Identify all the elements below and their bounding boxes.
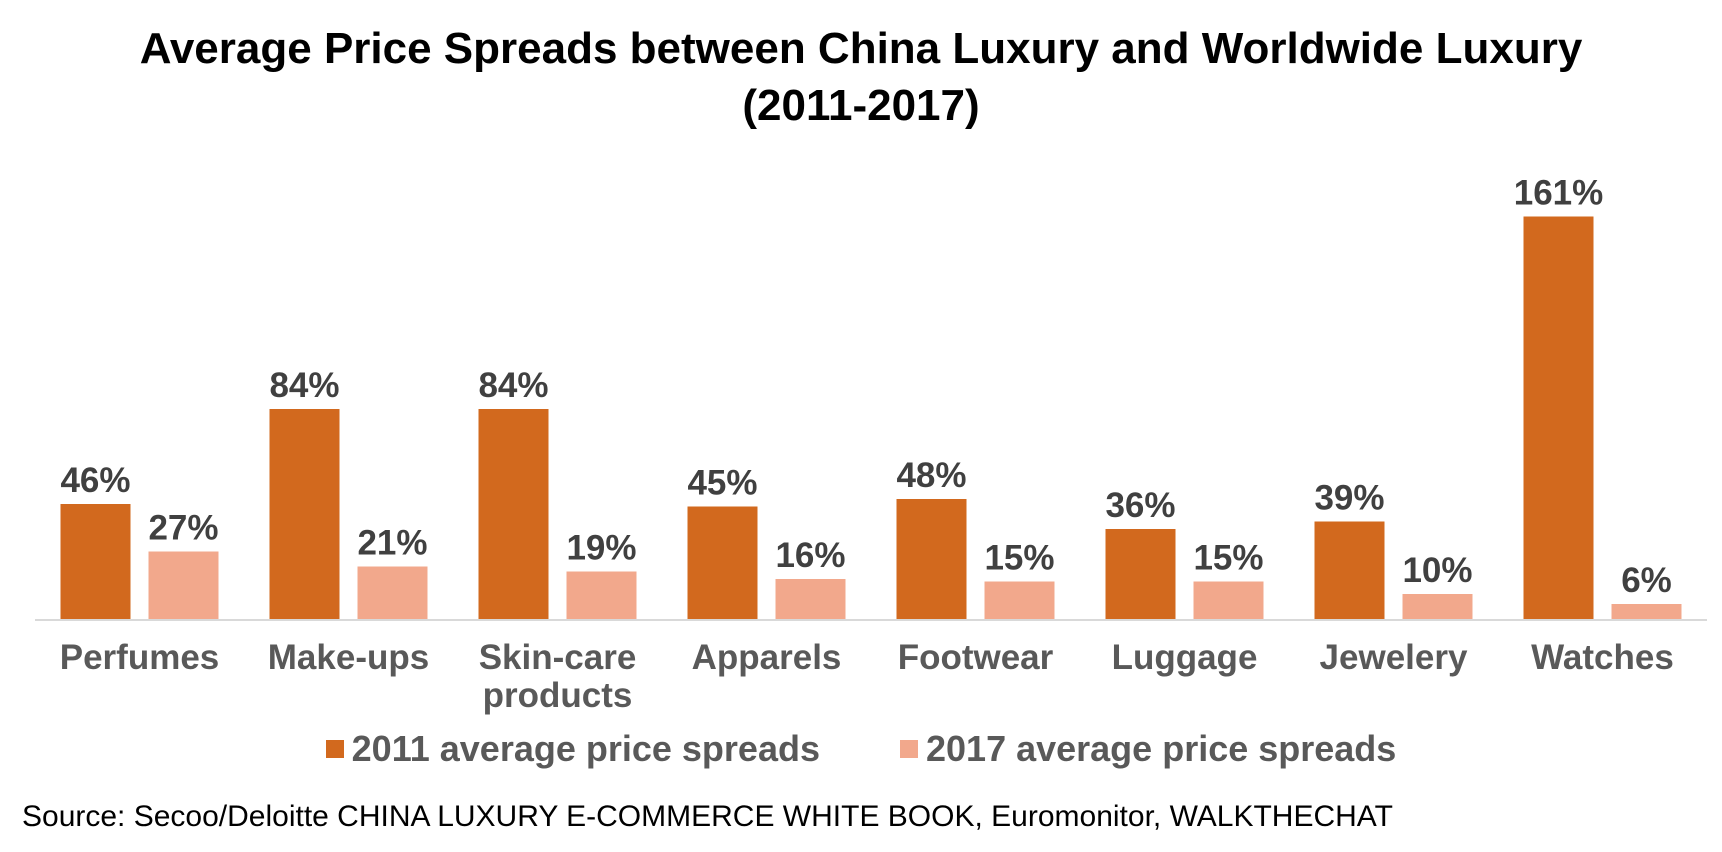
- category-label: Luggage: [1112, 638, 1258, 677]
- data-label-2011: 39%: [1314, 479, 1384, 518]
- category-label: Skin-care: [479, 638, 637, 677]
- bar-2011-perfumes: [60, 504, 131, 619]
- data-label-2011: 84%: [478, 366, 548, 405]
- bar-2011-make-ups: [269, 409, 340, 619]
- data-label-2011: 84%: [269, 366, 339, 405]
- category-label: products: [483, 676, 633, 715]
- data-label-2011: 48%: [896, 456, 966, 495]
- legend: 2011 average price spreads 2017 average …: [0, 728, 1722, 770]
- legend-swatch-2017: [900, 740, 918, 758]
- legend-label-2017: 2017 average price spreads: [926, 728, 1397, 769]
- bar-2011-skin-care-products: [478, 409, 549, 619]
- legend-item-2017: 2017 average price spreads: [900, 728, 1396, 770]
- data-label-2017: 15%: [1193, 539, 1263, 578]
- data-label-2017: 27%: [148, 509, 218, 548]
- bar-2011-watches: [1523, 216, 1594, 619]
- data-label-2017: 10%: [1402, 551, 1472, 590]
- bar-2017-apparels: [775, 579, 846, 619]
- category-label: Watches: [1531, 638, 1674, 677]
- bar-2017-skin-care-products: [566, 571, 637, 619]
- data-label-2011: 46%: [60, 461, 130, 500]
- chart-title-line2: (2011-2017): [742, 81, 980, 130]
- bar-2011-apparels: [687, 506, 758, 619]
- bar-2011-jewelery: [1314, 521, 1385, 619]
- source-note: Source: Secoo/Deloitte CHINA LUXURY E-CO…: [22, 800, 1393, 833]
- data-label-2017: 21%: [357, 524, 427, 563]
- bar-2011-footwear: [896, 499, 967, 619]
- bar-2017-jewelery: [1402, 594, 1473, 619]
- bar-2011-luggage: [1105, 529, 1176, 619]
- chart-title: Average Price Spreads between China Luxu…: [0, 20, 1722, 134]
- bar-2017-make-ups: [357, 566, 428, 619]
- data-label-2011: 45%: [687, 464, 757, 503]
- legend-swatch-2011: [325, 740, 344, 758]
- bar-2017-luggage: [1193, 581, 1264, 619]
- category-label: Footwear: [898, 638, 1054, 677]
- category-label: Jewelery: [1320, 638, 1468, 677]
- data-label-2017: 6%: [1621, 561, 1672, 600]
- data-label-2017: 16%: [775, 536, 845, 575]
- data-label-2011: 161%: [1514, 174, 1604, 213]
- legend-label-2011: 2011 average price spreads: [351, 728, 820, 769]
- bar-2017-watches: [1611, 604, 1682, 619]
- category-label: Perfumes: [60, 638, 220, 677]
- legend-item-2011: 2011 average price spreads: [325, 728, 820, 770]
- data-label-2017: 19%: [566, 529, 636, 568]
- category-label: Apparels: [692, 638, 842, 677]
- data-label-2011: 36%: [1105, 486, 1175, 525]
- bar-2017-perfumes: [148, 551, 219, 619]
- data-label-2017: 15%: [984, 539, 1054, 578]
- bar-2017-footwear: [984, 581, 1055, 619]
- chart-title-line1: Average Price Spreads between China Luxu…: [139, 24, 1583, 73]
- category-label: Make-ups: [268, 638, 429, 677]
